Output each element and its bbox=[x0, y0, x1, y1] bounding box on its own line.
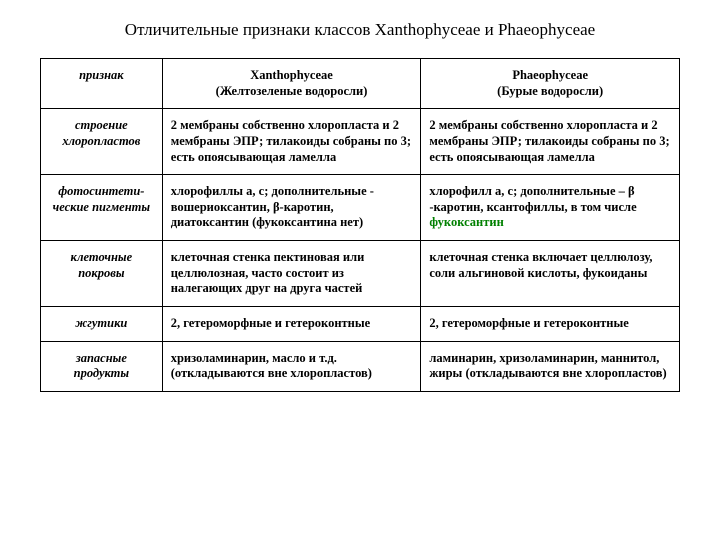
row-label: жгутики bbox=[41, 306, 163, 341]
row-label: строение хлоропластов bbox=[41, 109, 163, 175]
cell-xan: хризоламинарин, масло и т.д. (откладываю… bbox=[162, 341, 421, 391]
table-row: клеточные покровы клеточная стенка пекти… bbox=[41, 241, 680, 307]
comparison-table: признак Xanthophyceae (Желтозеленые водо… bbox=[40, 58, 680, 392]
cell-pha-text: хлорофилл a, c; дополнительные – β -каро… bbox=[429, 184, 636, 214]
cell-pha: клеточная стенка включает целлюлозу, сол… bbox=[421, 241, 680, 307]
table-header-row: признак Xanthophyceae (Желтозеленые водо… bbox=[41, 59, 680, 109]
col-header-xan-sub: (Желтозеленые водоросли) bbox=[216, 84, 368, 98]
cell-pha: 2 мембраны собственно хлоропласта и 2 ме… bbox=[421, 109, 680, 175]
cell-xan: хлорофиллы a, c; дополнительные - вошери… bbox=[162, 175, 421, 241]
col-header-phaeophyceae: Phaeophyceae (Бурые водоросли) bbox=[421, 59, 680, 109]
cell-xan: клеточная стенка пектиновая или целлюлоз… bbox=[162, 241, 421, 307]
table-row: запасные продукты хризоламинарин, масло … bbox=[41, 341, 680, 391]
row-label: запасные продукты bbox=[41, 341, 163, 391]
table-row: строение хлоропластов 2 мембраны собстве… bbox=[41, 109, 680, 175]
col-header-pha-name: Phaeophyceae bbox=[512, 68, 588, 82]
cell-xan: 2 мембраны собственно хлоропласта и 2 ме… bbox=[162, 109, 421, 175]
col-header-pha-sub: (Бурые водоросли) bbox=[497, 84, 603, 98]
page-title: Отличительные признаки классов Xanthophy… bbox=[40, 20, 680, 40]
cell-pha: 2, гетероморфные и гетероконтные bbox=[421, 306, 680, 341]
cell-xan: 2, гетероморфные и гетероконтные bbox=[162, 306, 421, 341]
row-label: фотосинтети-ческие пигменты bbox=[41, 175, 163, 241]
col-header-xan-name: Xanthophyceae bbox=[250, 68, 333, 82]
col-header-xanthophyceae: Xanthophyceae (Желтозеленые водоросли) bbox=[162, 59, 421, 109]
highlight-term: фукоксантин bbox=[429, 215, 503, 229]
row-label: клеточные покровы bbox=[41, 241, 163, 307]
cell-pha: хлорофилл a, c; дополнительные – β -каро… bbox=[421, 175, 680, 241]
table-row: жгутики 2, гетероморфные и гетероконтные… bbox=[41, 306, 680, 341]
cell-pha: ламинарин, хризоламинарин, маннитол, жир… bbox=[421, 341, 680, 391]
col-header-trait: признак bbox=[41, 59, 163, 109]
table-row: фотосинтети-ческие пигменты хлорофиллы a… bbox=[41, 175, 680, 241]
document-page: Отличительные признаки классов Xanthophy… bbox=[0, 0, 720, 412]
